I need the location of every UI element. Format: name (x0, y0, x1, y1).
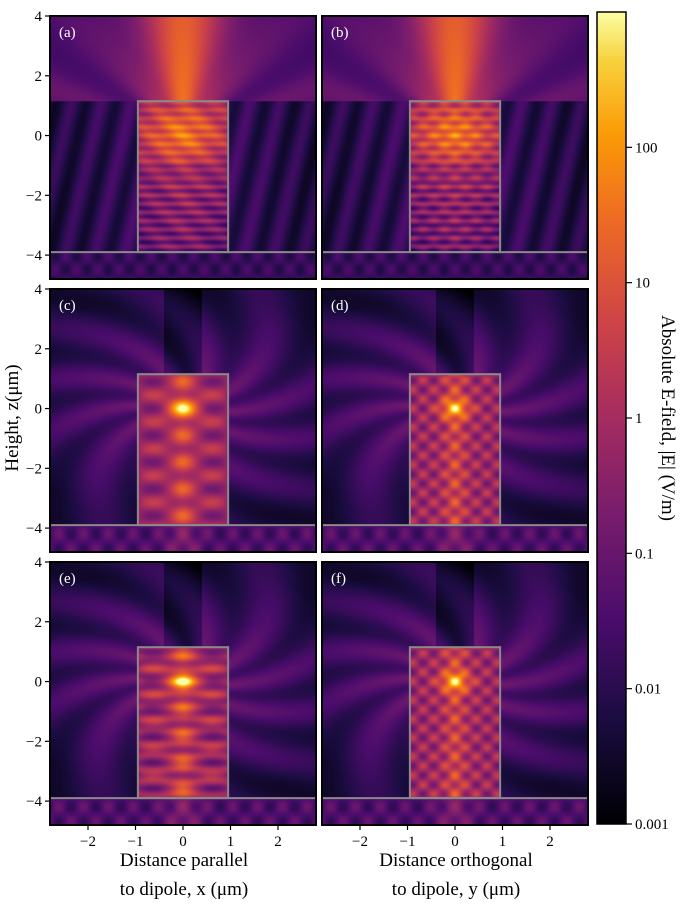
heatmap-image-c (50, 289, 316, 552)
x-tick-label: 1 (227, 834, 235, 850)
heatmap-panels: (a) 4 2 0 −2 −4 (b) (c) 4 2 0 −2 −4 (d) (e) 4 2 0 −2 −4 −2 −1… (26, 9, 589, 850)
panel-frame (321, 288, 589, 553)
y-axis-label: Height, z(μm) (2, 364, 23, 471)
panel-frame (321, 15, 589, 280)
panel-d: (d) (321, 288, 589, 553)
panel-c: (c) 4 2 0 −2 −4 (26, 282, 317, 553)
panel-frame (49, 15, 317, 280)
panel-label-d: (d) (331, 298, 349, 314)
panel-b: (b) (321, 15, 589, 280)
panel-label-a: (a) (59, 25, 76, 41)
heatmap-image-f (322, 562, 588, 825)
panel-f: (f) −2 −1 0 1 2 (321, 561, 589, 850)
panel-label-c: (c) (59, 298, 76, 314)
heatmap-image-a (50, 16, 316, 279)
x-tick-label: 2 (274, 834, 282, 850)
y-tick-label: −2 (26, 734, 42, 750)
y-tick-label: −2 (26, 188, 42, 204)
y-tick-label: 2 (35, 615, 43, 631)
x-tick-label: 0 (179, 834, 187, 850)
y-tick-label: −4 (26, 794, 42, 810)
colorbar-tick-label: 0.001 (635, 817, 669, 833)
panel-label-e: (e) (59, 571, 76, 587)
x-tick-label: −2 (352, 834, 368, 850)
heatmap-image-b (322, 16, 588, 279)
colorbar-tick-label: 1 (635, 411, 643, 427)
y-tick-label: −2 (26, 461, 42, 477)
y-tick-label: 0 (35, 402, 43, 418)
y-tick-label: 0 (35, 675, 43, 691)
colorbar-tick-label: 0.1 (635, 546, 654, 562)
x-tick-label: −1 (400, 834, 416, 850)
y-tick-label: 2 (35, 69, 43, 85)
y-tick-label: −4 (26, 521, 42, 537)
x-axis-label-right-line1: Distance orthogonal (379, 850, 533, 871)
x-tick-label: −1 (128, 834, 144, 850)
x-axis-label-right-line2: to dipole, y (μm) (392, 879, 520, 900)
y-tick-label: 2 (35, 342, 43, 358)
panel-frame (49, 288, 317, 553)
colorbar: 100 10 1 0.1 0.01 0.001 Absolute E-field, |E|… (596, 11, 678, 833)
colorbar-bar (596, 11, 627, 825)
y-tick-label: 4 (35, 282, 43, 298)
panel-e: (e) 4 2 0 −2 −4 −2 −1 0 1 2 (26, 555, 317, 850)
x-tick-label: 1 (499, 834, 507, 850)
x-axis-label-left-line1: Distance parallel (120, 850, 248, 871)
x-tick-label: −2 (80, 834, 96, 850)
x-axis-label-left-line2: to dipole, x (μm) (120, 879, 248, 900)
panel-label-b: (b) (331, 25, 349, 41)
colorbar-tick-label: 0.01 (635, 682, 661, 698)
panel-label-f: (f) (331, 571, 346, 587)
heatmap-image-d (322, 289, 588, 552)
panel-a: (a) 4 2 0 −2 −4 (26, 9, 317, 280)
y-tick-label: 4 (35, 555, 43, 571)
x-tick-label: 2 (546, 834, 554, 850)
x-tick-label: 0 (451, 834, 459, 850)
y-tick-label: 0 (35, 129, 43, 145)
y-tick-label: −4 (26, 248, 42, 264)
colorbar-label: Absolute E-field, |E| (V/m) (657, 315, 678, 521)
colorbar-tick-label: 100 (635, 140, 658, 156)
colorbar-ticks: 100 10 1 0.1 0.01 0.001 (626, 140, 669, 833)
y-tick-label: 4 (35, 9, 43, 25)
colorbar-tick-label: 10 (635, 276, 650, 292)
heatmap-image-e (50, 562, 316, 825)
